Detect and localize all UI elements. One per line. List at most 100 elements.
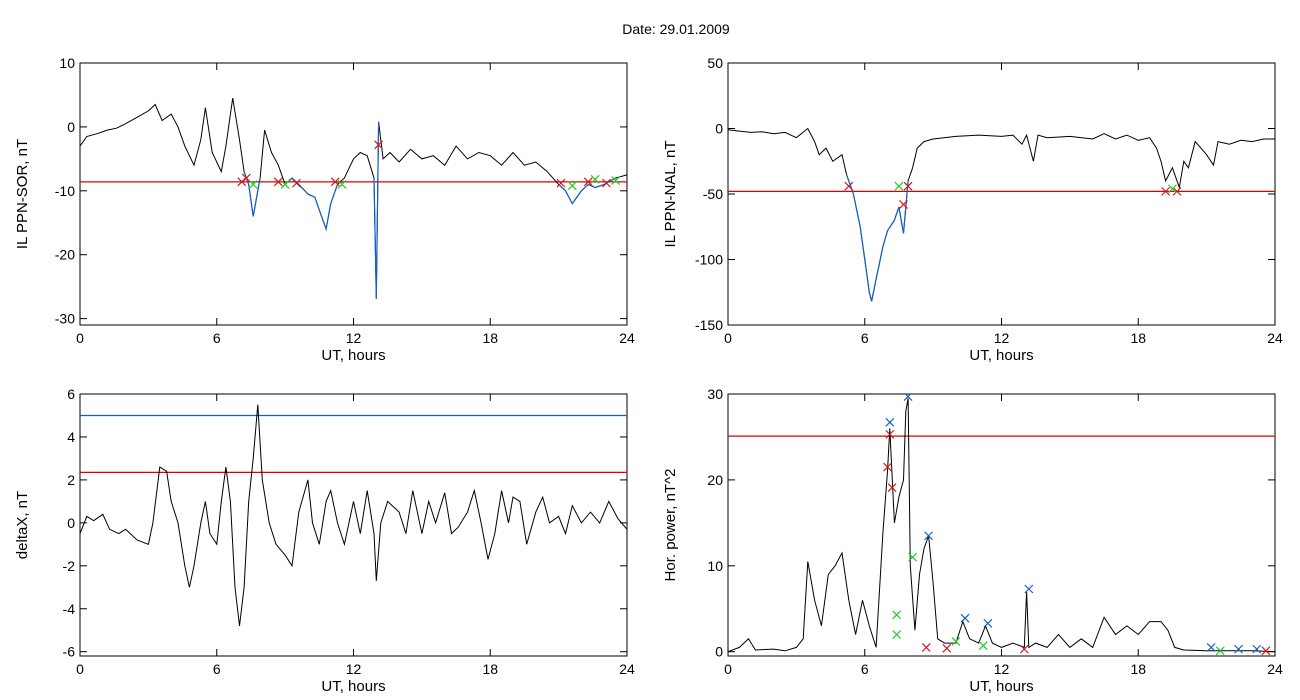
x-marker bbox=[899, 200, 908, 209]
x-marker bbox=[1252, 644, 1262, 654]
marker-stroke bbox=[330, 177, 340, 187]
x-marker bbox=[1234, 644, 1243, 654]
marker-stroke bbox=[337, 179, 347, 189]
marker-stroke bbox=[556, 178, 566, 188]
x-tick-label: 18 bbox=[1130, 661, 1146, 677]
plot-frame bbox=[727, 393, 1276, 657]
marker-stroke bbox=[590, 174, 600, 184]
y-tick-label: 10 bbox=[59, 55, 75, 71]
y-tick-label: 50 bbox=[707, 55, 723, 71]
x-tick-label: 24 bbox=[1267, 661, 1283, 677]
x-marker bbox=[1261, 646, 1271, 656]
marker-stroke bbox=[248, 179, 258, 189]
marker-stroke bbox=[892, 610, 902, 620]
y-tick-label: 2 bbox=[67, 472, 75, 488]
series-line bbox=[80, 404, 627, 626]
x-marker bbox=[883, 462, 892, 472]
marker-stroke bbox=[885, 429, 895, 439]
marker-stroke bbox=[1168, 184, 1177, 194]
x-marker bbox=[330, 177, 340, 187]
substorm-segment bbox=[373, 121, 380, 299]
x-tick-label: 12 bbox=[994, 661, 1010, 677]
plot-frame bbox=[727, 62, 1276, 326]
marker-stroke bbox=[892, 630, 902, 639]
marker-stroke bbox=[894, 181, 904, 191]
y-tick-label: 10 bbox=[707, 558, 723, 574]
x-marker bbox=[1019, 644, 1029, 654]
y-tick-label: -20 bbox=[55, 247, 75, 263]
chart-bottom-left: 0 6 12 18 24 6 4 2 0 -2 -4 -6 UT, hours deltaX, nT bbox=[14, 386, 635, 695]
marker-stroke bbox=[1234, 644, 1243, 654]
plot-frame bbox=[79, 62, 628, 326]
x-marker bbox=[1168, 184, 1177, 194]
x-tick-label: 24 bbox=[1267, 330, 1283, 346]
x-tick-label: 6 bbox=[861, 661, 869, 677]
x-tick-label: 0 bbox=[76, 330, 84, 346]
x-marker bbox=[951, 636, 961, 646]
x-marker bbox=[1172, 186, 1182, 196]
x-tick-label: 24 bbox=[619, 661, 635, 677]
marker-stroke bbox=[1252, 644, 1262, 654]
marker-stroke bbox=[280, 179, 290, 189]
x-tick-label: 0 bbox=[724, 330, 732, 346]
y-tick-label: 0 bbox=[715, 121, 723, 137]
y-tick-label: 0 bbox=[715, 644, 723, 660]
x-marker bbox=[908, 552, 918, 562]
x-marker bbox=[1161, 186, 1171, 196]
marker-stroke bbox=[1161, 186, 1171, 196]
x-marker bbox=[583, 177, 593, 187]
x-axis-label: UT, hours bbox=[321, 347, 385, 364]
y-tick-label: 20 bbox=[707, 472, 723, 488]
marker-stroke bbox=[903, 394, 912, 402]
marker-stroke bbox=[883, 462, 892, 472]
marker-stroke bbox=[1019, 644, 1029, 654]
x-marker bbox=[844, 181, 854, 191]
marker-stroke bbox=[924, 531, 933, 541]
x-tick-label: 18 bbox=[482, 661, 498, 677]
marker-stroke bbox=[921, 642, 931, 652]
x-tick-label: 12 bbox=[346, 661, 362, 677]
series-line bbox=[728, 398, 1275, 653]
y-axis-label: Hor. power, nT^2 bbox=[662, 469, 679, 582]
x-marker bbox=[292, 178, 301, 188]
x-tick-label: 24 bbox=[619, 330, 635, 346]
x-marker bbox=[337, 179, 347, 189]
x-tick-label: 0 bbox=[724, 661, 732, 677]
plot-area bbox=[80, 98, 627, 299]
marker-stroke bbox=[1215, 646, 1225, 656]
marker-stroke bbox=[978, 641, 988, 651]
x-marker bbox=[611, 176, 621, 186]
x-tick-label: 12 bbox=[346, 330, 362, 346]
x-marker bbox=[892, 610, 902, 620]
chart-top-right: 0 6 12 18 24 50 0 -50 -100 -150 UT, hours IL PPN-NA… bbox=[662, 55, 1283, 364]
x-marker bbox=[280, 179, 290, 189]
marker-stroke bbox=[887, 483, 897, 493]
marker-stroke bbox=[844, 181, 854, 191]
x-axis-label: UT, hours bbox=[969, 347, 1033, 364]
y-tick-label: 4 bbox=[67, 429, 75, 445]
marker-stroke bbox=[567, 181, 577, 191]
marker-stroke bbox=[292, 178, 301, 188]
x-marker bbox=[374, 140, 383, 150]
x-marker bbox=[924, 531, 933, 541]
series-line bbox=[728, 127, 1275, 302]
x-axis-label: UT, hours bbox=[321, 678, 385, 695]
plot-area bbox=[80, 404, 627, 626]
figure-title: Date: 29.01.2009 bbox=[622, 21, 730, 37]
x-marker bbox=[1215, 646, 1225, 656]
x-marker bbox=[892, 630, 902, 639]
marker-stroke bbox=[908, 552, 918, 562]
y-tick-label: -2 bbox=[63, 558, 76, 574]
y-tick-label: -10 bbox=[55, 183, 75, 199]
marker-stroke bbox=[611, 176, 621, 186]
x-marker bbox=[590, 174, 600, 184]
y-axis-label: IL PPN-SOR, nT bbox=[14, 139, 31, 249]
y-tick-label: 30 bbox=[707, 386, 723, 402]
plot-area bbox=[728, 127, 1275, 302]
plot-area bbox=[728, 394, 1275, 656]
marker-stroke bbox=[273, 177, 283, 187]
x-marker bbox=[248, 179, 258, 189]
marker-stroke bbox=[1024, 584, 1034, 594]
x-marker bbox=[885, 417, 895, 427]
x-marker bbox=[885, 429, 895, 439]
